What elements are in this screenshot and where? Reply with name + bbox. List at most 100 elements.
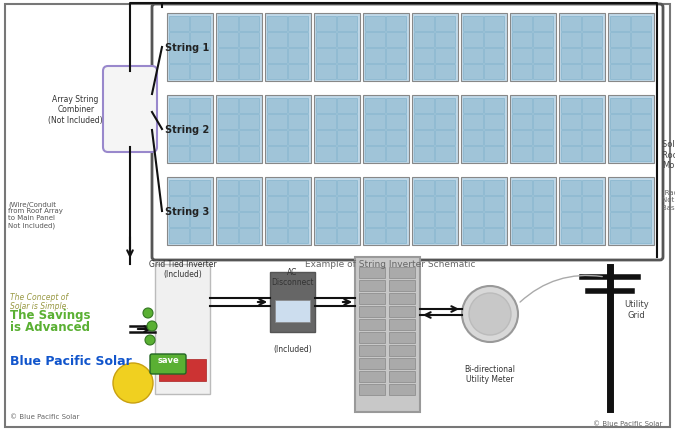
Text: String 2: String 2 (165, 125, 209, 135)
Bar (288, 115, 308, 130)
Bar (631, 181, 651, 196)
Bar (463, 197, 483, 212)
Bar (389, 306, 415, 317)
Bar (561, 147, 581, 162)
Text: (Included): (Included) (273, 344, 312, 353)
Bar (288, 65, 308, 80)
Bar (365, 99, 385, 114)
Bar (389, 384, 415, 395)
Bar (316, 33, 336, 48)
Bar (386, 33, 406, 48)
Bar (386, 181, 406, 196)
Bar (582, 33, 602, 48)
Bar (435, 147, 455, 162)
Bar (463, 49, 483, 64)
Bar (414, 212, 434, 227)
Bar (610, 197, 630, 212)
Bar (463, 181, 483, 196)
Bar (316, 131, 336, 146)
Bar (267, 65, 287, 80)
Bar (631, 65, 651, 80)
Text: Blue Pacific Solar: Blue Pacific Solar (10, 354, 132, 367)
Bar (316, 65, 336, 80)
Bar (359, 280, 385, 291)
Bar (582, 212, 602, 227)
Bar (510, 96, 556, 164)
Bar (435, 33, 455, 48)
Text: © Blue Pacific Solar: © Blue Pacific Solar (10, 413, 80, 419)
Bar (337, 181, 357, 196)
Bar (610, 99, 630, 114)
Text: Solar is Simple.: Solar is Simple. (10, 301, 69, 310)
Circle shape (145, 335, 155, 345)
Bar (510, 14, 556, 82)
Bar (582, 115, 602, 130)
Bar (533, 212, 553, 227)
Bar (512, 65, 532, 80)
Bar (316, 17, 336, 32)
Bar (190, 181, 210, 196)
Bar (363, 178, 409, 246)
Bar (239, 49, 259, 64)
Bar (216, 14, 262, 82)
Bar (288, 181, 308, 196)
Bar (270, 272, 315, 332)
Bar (631, 212, 651, 227)
Bar (218, 115, 238, 130)
Bar (510, 178, 556, 246)
Bar (389, 280, 415, 291)
Bar (512, 228, 532, 243)
Bar (533, 99, 553, 114)
Bar (512, 99, 532, 114)
Bar (365, 181, 385, 196)
Bar (435, 228, 455, 243)
Bar (463, 65, 483, 80)
Bar (533, 147, 553, 162)
Bar (190, 99, 210, 114)
Bar (155, 264, 210, 394)
Bar (169, 65, 189, 80)
Circle shape (469, 293, 511, 335)
Bar (559, 14, 605, 82)
Bar (435, 49, 455, 64)
Bar (582, 228, 602, 243)
Bar (435, 17, 455, 32)
Bar (316, 228, 336, 243)
Bar (484, 115, 504, 130)
Bar (359, 293, 385, 304)
Text: AC
Disconnect: AC Disconnect (271, 267, 314, 287)
Bar (414, 17, 434, 32)
Circle shape (462, 286, 518, 342)
Bar (314, 96, 360, 164)
Bar (316, 212, 336, 227)
Bar (190, 65, 210, 80)
Bar (337, 17, 357, 32)
Bar (533, 131, 553, 146)
Bar (608, 96, 654, 164)
Bar (337, 147, 357, 162)
Bar (386, 212, 406, 227)
Bar (561, 33, 581, 48)
Bar (316, 147, 336, 162)
Bar (365, 17, 385, 32)
Bar (610, 33, 630, 48)
Bar (610, 65, 630, 80)
Bar (267, 115, 287, 130)
Bar (414, 228, 434, 243)
Bar (435, 65, 455, 80)
Bar (365, 115, 385, 130)
Bar (610, 131, 630, 146)
Bar (169, 181, 189, 196)
Bar (365, 65, 385, 80)
Bar (582, 131, 602, 146)
Bar (412, 96, 458, 164)
Bar (288, 49, 308, 64)
Bar (267, 197, 287, 212)
Bar (461, 178, 507, 246)
Bar (582, 99, 602, 114)
Bar (218, 99, 238, 114)
Bar (337, 49, 357, 64)
Bar (412, 14, 458, 82)
Bar (389, 358, 415, 369)
Text: The Savings: The Savings (10, 308, 90, 321)
